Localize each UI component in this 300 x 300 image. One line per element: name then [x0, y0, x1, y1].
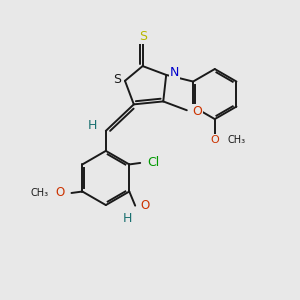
Text: H: H — [88, 119, 97, 132]
Text: O: O — [56, 187, 65, 200]
Text: CH₃: CH₃ — [31, 188, 49, 198]
Text: S: S — [113, 73, 122, 86]
Text: O: O — [210, 135, 219, 145]
Text: H: H — [123, 212, 133, 224]
Text: N: N — [170, 66, 179, 79]
Text: O: O — [140, 199, 150, 212]
Text: O: O — [192, 105, 202, 118]
Text: S: S — [139, 30, 147, 43]
Text: CH₃: CH₃ — [227, 135, 245, 145]
Text: Cl: Cl — [147, 157, 159, 169]
